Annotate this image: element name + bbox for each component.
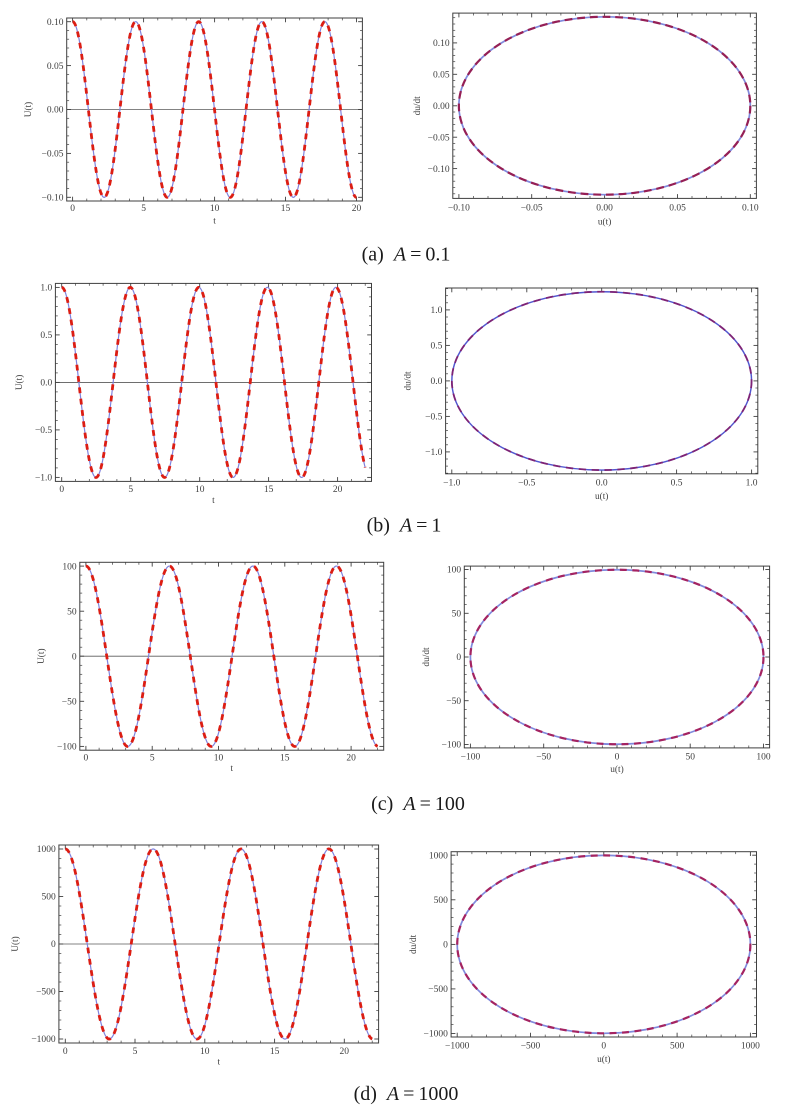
- svg-text:0.0: 0.0: [40, 379, 52, 389]
- svg-text:1000: 1000: [37, 845, 56, 855]
- svg-text:15: 15: [270, 1047, 280, 1057]
- svg-text:20: 20: [333, 485, 343, 495]
- svg-text:0.0: 0.0: [596, 478, 608, 488]
- svg-text:1000: 1000: [429, 851, 448, 861]
- svg-text:5: 5: [133, 1047, 138, 1057]
- svg-text:0: 0: [84, 754, 89, 764]
- svg-text:0: 0: [72, 653, 77, 663]
- svg-text:5: 5: [128, 485, 133, 495]
- svg-text:10: 10: [214, 754, 224, 764]
- svg-text:−0.5: −0.5: [35, 426, 52, 436]
- svg-text:−1000: −1000: [31, 1035, 56, 1045]
- svg-text:t: t: [231, 764, 234, 774]
- svg-text:U(t): U(t): [36, 648, 47, 664]
- svg-text:0.00: 0.00: [433, 102, 450, 112]
- svg-text:0.05: 0.05: [669, 203, 686, 213]
- svg-text:10: 10: [195, 485, 205, 495]
- svg-text:10: 10: [210, 204, 220, 214]
- svg-text:50: 50: [685, 752, 695, 762]
- svg-text:t: t: [218, 1058, 221, 1068]
- svg-text:−100: −100: [441, 741, 461, 751]
- svg-text:20: 20: [352, 204, 362, 214]
- svg-text:−0.10: −0.10: [42, 194, 64, 204]
- svg-text:u(t): u(t): [610, 764, 623, 775]
- svg-text:0: 0: [601, 1042, 606, 1052]
- svg-text:−50: −50: [446, 697, 461, 707]
- svg-text:−0.10: −0.10: [448, 203, 470, 213]
- svg-text:500: 500: [434, 896, 449, 906]
- svg-text:100: 100: [756, 752, 771, 762]
- svg-text:−500: −500: [36, 988, 56, 998]
- svg-text:−100: −100: [57, 743, 77, 753]
- svg-text:0: 0: [70, 204, 75, 214]
- svg-text:(d)A=1000: (d) A = 1000: [354, 1083, 459, 1105]
- svg-text:−0.10: −0.10: [428, 165, 450, 175]
- svg-text:du/dt: du/dt: [409, 934, 419, 954]
- svg-text:100: 100: [62, 562, 77, 572]
- svg-text:−1000: −1000: [424, 1030, 449, 1040]
- svg-text:u(t): u(t): [595, 491, 608, 502]
- svg-text:1000: 1000: [741, 1042, 760, 1052]
- svg-text:U(t): U(t): [10, 936, 21, 952]
- svg-text:U(t): U(t): [14, 375, 25, 391]
- svg-text:15: 15: [280, 754, 290, 764]
- svg-text:t: t: [213, 217, 216, 227]
- svg-text:0.05: 0.05: [47, 62, 64, 72]
- svg-text:−50: −50: [536, 752, 551, 762]
- svg-text:du/dt: du/dt: [413, 96, 423, 116]
- svg-text:U(t): U(t): [23, 102, 34, 118]
- svg-text:5: 5: [141, 204, 146, 214]
- svg-text:15: 15: [264, 485, 274, 495]
- svg-text:−0.05: −0.05: [42, 150, 64, 160]
- svg-text:1.0: 1.0: [40, 284, 52, 294]
- svg-text:0: 0: [63, 1047, 68, 1057]
- svg-text:−1.0: −1.0: [425, 448, 442, 458]
- svg-text:−500: −500: [521, 1042, 541, 1052]
- svg-text:0.00: 0.00: [596, 203, 613, 213]
- svg-text:0.0: 0.0: [431, 377, 443, 387]
- svg-text:u(t): u(t): [598, 216, 611, 227]
- svg-text:0.05: 0.05: [433, 71, 450, 81]
- svg-text:0: 0: [615, 752, 620, 762]
- svg-text:−0.05: −0.05: [521, 203, 543, 213]
- svg-text:0: 0: [456, 653, 461, 663]
- svg-text:u(t): u(t): [597, 1054, 610, 1065]
- svg-text:0: 0: [51, 940, 56, 950]
- svg-text:1.0: 1.0: [431, 306, 443, 316]
- svg-text:(a)A=0.1: (a) A = 0.1: [362, 244, 451, 266]
- svg-text:500: 500: [41, 893, 56, 903]
- svg-text:20: 20: [346, 754, 356, 764]
- svg-text:50: 50: [67, 607, 77, 617]
- svg-text:1.0: 1.0: [746, 478, 758, 488]
- svg-text:du/dt: du/dt: [403, 371, 413, 391]
- svg-text:15: 15: [281, 204, 291, 214]
- svg-text:−1000: −1000: [445, 1042, 470, 1052]
- svg-text:100: 100: [447, 566, 462, 576]
- svg-text:0.5: 0.5: [40, 331, 52, 341]
- svg-text:5: 5: [150, 754, 155, 764]
- svg-text:(b)A=1: (b) A = 1: [367, 515, 442, 537]
- svg-text:−100: −100: [461, 752, 481, 762]
- svg-text:0.10: 0.10: [47, 18, 64, 28]
- svg-text:50: 50: [452, 610, 462, 620]
- svg-text:−0.05: −0.05: [428, 133, 450, 143]
- svg-text:10: 10: [200, 1047, 210, 1057]
- svg-text:−0.5: −0.5: [425, 413, 442, 423]
- svg-text:0.00: 0.00: [47, 106, 64, 116]
- svg-text:0: 0: [443, 941, 448, 951]
- svg-text:t: t: [212, 496, 215, 506]
- svg-text:du/dt: du/dt: [422, 647, 432, 667]
- svg-text:−0.5: −0.5: [518, 478, 535, 488]
- svg-text:500: 500: [670, 1042, 685, 1052]
- svg-text:0.5: 0.5: [431, 342, 443, 352]
- svg-text:−1.0: −1.0: [35, 474, 52, 484]
- svg-text:0.10: 0.10: [433, 39, 450, 49]
- svg-text:0.5: 0.5: [671, 478, 683, 488]
- svg-text:0.10: 0.10: [742, 203, 759, 213]
- svg-text:20: 20: [340, 1047, 350, 1057]
- svg-text:0: 0: [59, 485, 64, 495]
- svg-text:−50: −50: [62, 698, 77, 708]
- svg-text:−500: −500: [428, 985, 448, 995]
- svg-text:−1.0: −1.0: [443, 478, 460, 488]
